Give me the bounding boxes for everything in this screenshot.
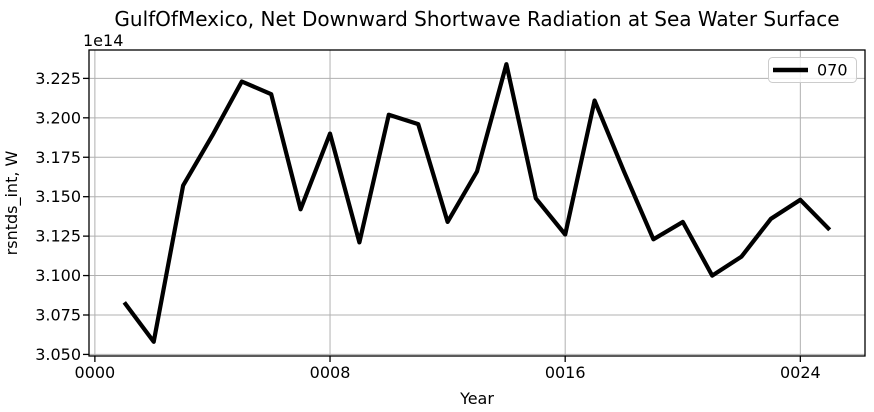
y-tick-label: 3.125 xyxy=(35,227,81,246)
y-tick-label: 3.150 xyxy=(35,187,81,206)
x-tick-label: 0016 xyxy=(545,363,586,382)
axis-offset-text: 1e14 xyxy=(83,31,123,50)
y-tick-label: 3.100 xyxy=(35,266,81,285)
y-tick-label: 3.175 xyxy=(35,148,81,167)
x-tick-label: 0024 xyxy=(780,363,821,382)
series-line-070 xyxy=(122,62,832,344)
y-tick-label: 3.200 xyxy=(35,108,81,127)
x-axis-label: Year xyxy=(459,389,494,408)
y-axis-label: rsntds_int, W xyxy=(2,150,22,255)
plot-area xyxy=(89,50,865,356)
x-tick-label: 0008 xyxy=(310,363,351,382)
chart-title: GulfOfMexico, Net Downward Shortwave Rad… xyxy=(114,7,839,31)
axes-frame xyxy=(88,49,866,357)
x-tick-label: 0000 xyxy=(75,363,116,382)
y-tick-label: 3.050 xyxy=(35,345,81,364)
legend-label: 070 xyxy=(817,61,848,80)
legend-box xyxy=(768,57,857,83)
y-tick-label: 3.225 xyxy=(35,69,81,88)
y-tick-label: 3.075 xyxy=(35,305,81,324)
